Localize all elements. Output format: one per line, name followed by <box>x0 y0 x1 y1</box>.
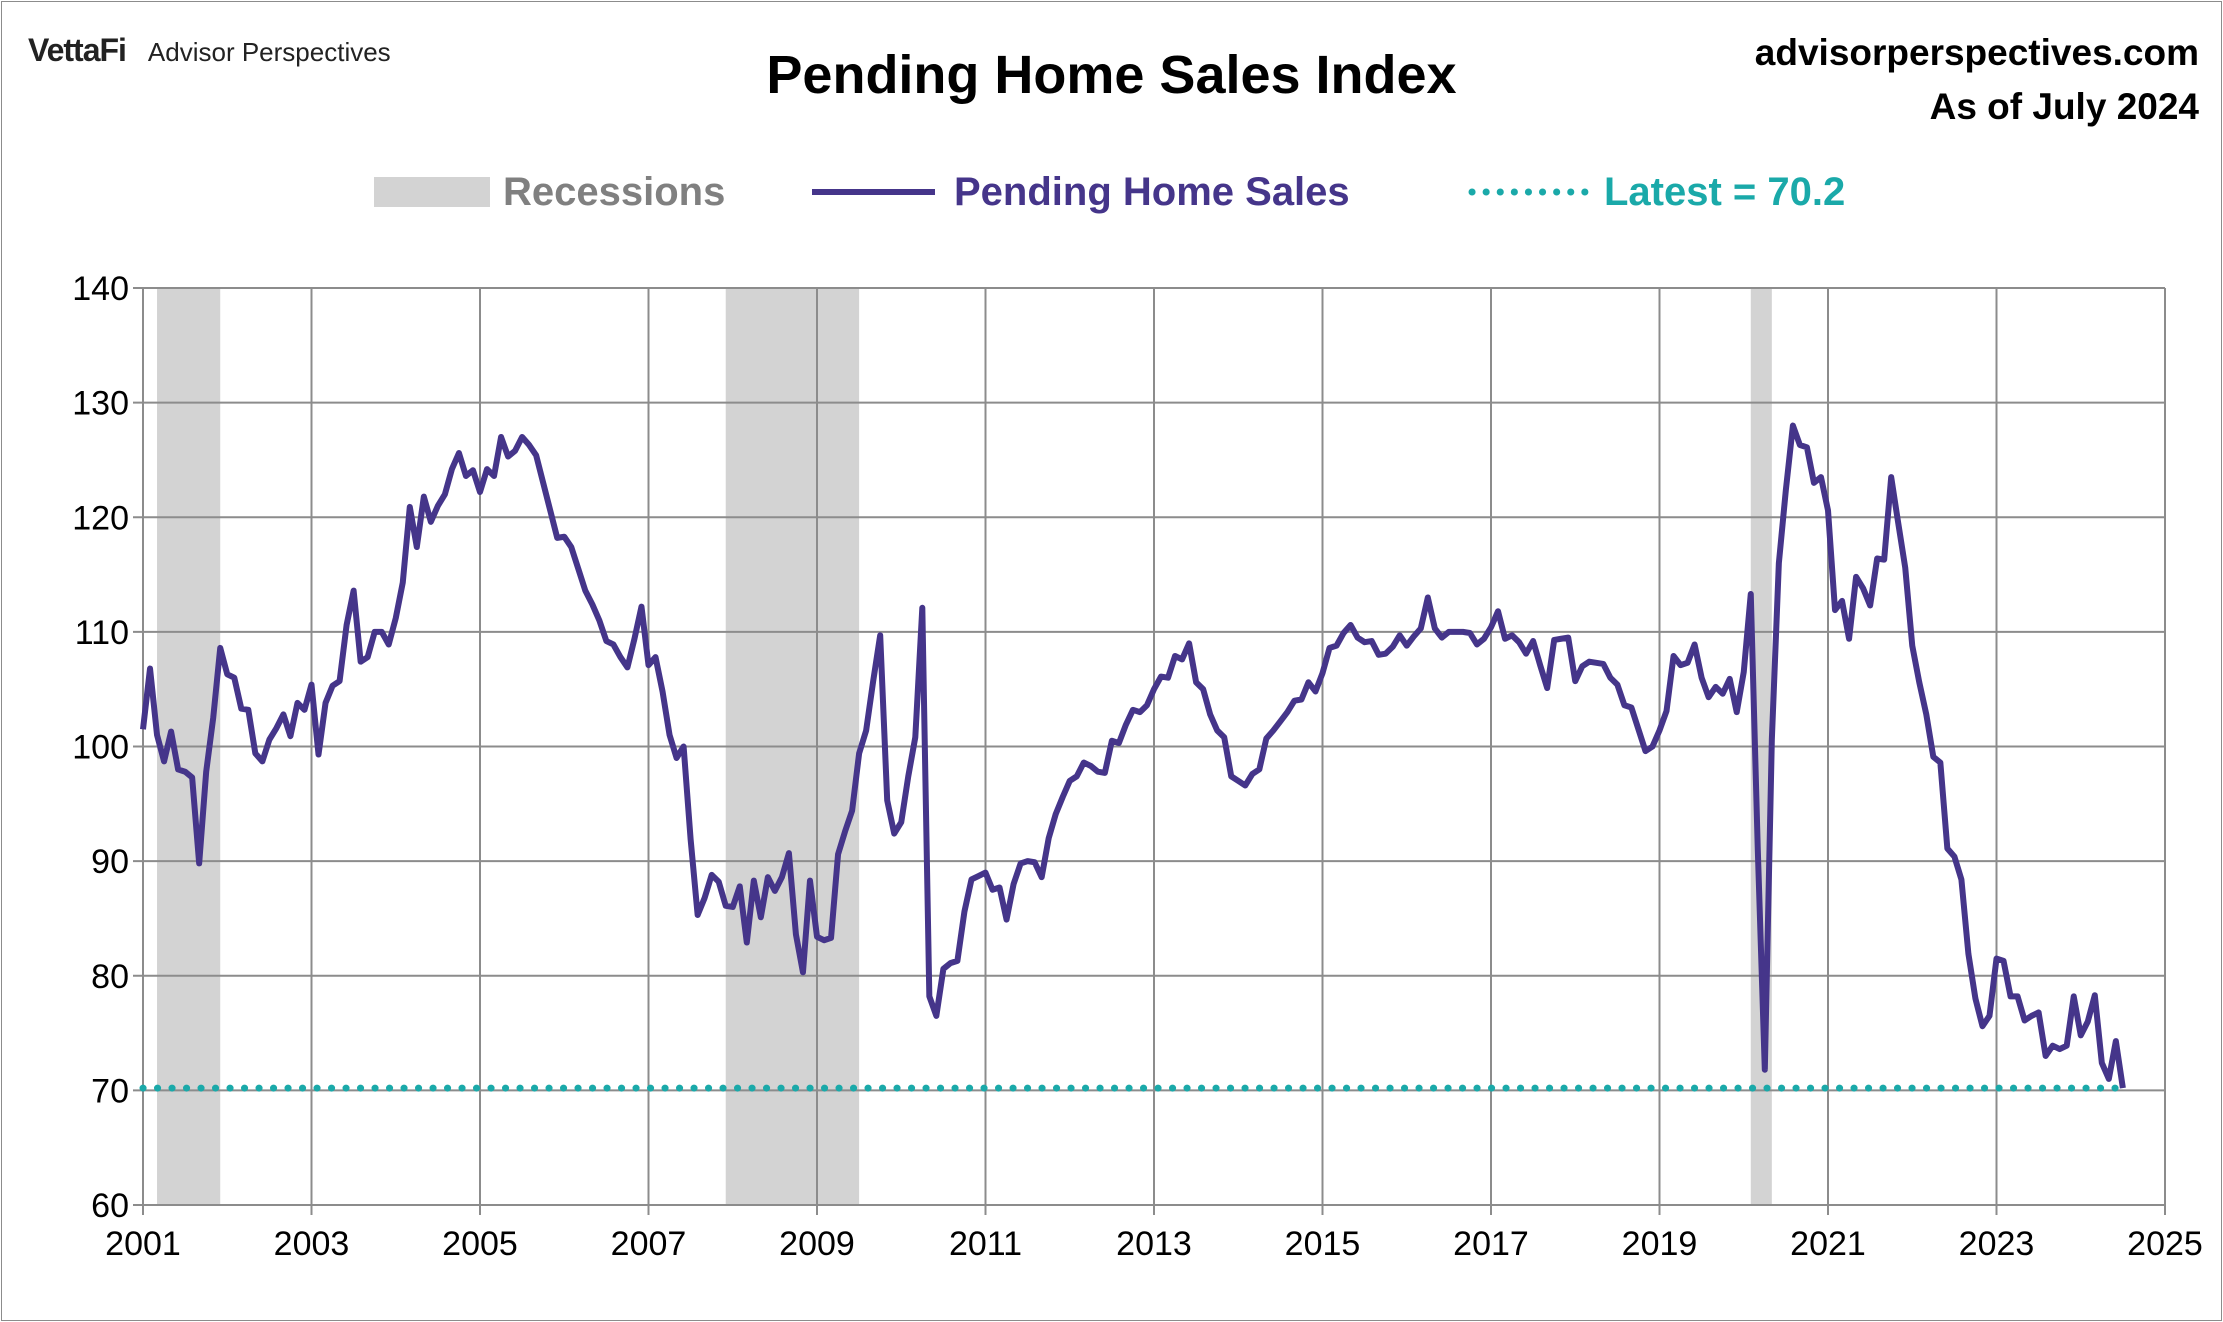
x-tick-label: 2001 <box>105 1225 181 1263</box>
logo: VettaFi Advisor Perspectives <box>28 32 391 69</box>
legend-latest: Latest = 70.2 <box>1604 170 1845 214</box>
y-tick-label: 120 <box>72 499 129 537</box>
x-tick-label: 2013 <box>1116 1225 1192 1263</box>
y-tick-label: 100 <box>72 729 129 767</box>
y-tick-label: 110 <box>75 614 129 652</box>
site-url: advisorperspectives.com <box>1754 32 2199 73</box>
y-tick-label: 70 <box>91 1072 129 1110</box>
source-block: advisorperspectives.com As of July 2024 <box>1755 26 2199 134</box>
x-tick-label: 2005 <box>442 1225 518 1263</box>
x-tick-label: 2015 <box>1285 1225 1361 1263</box>
x-tick-label: 2007 <box>611 1225 687 1263</box>
legend-recession-swatch <box>374 177 490 207</box>
gridlines <box>133 287 2166 1215</box>
legend-recessions: Recessions <box>503 170 725 214</box>
y-tick-label: 140 <box>72 270 129 308</box>
legend: Recessions Pending Home Sales Latest = 7… <box>374 170 1845 214</box>
y-tick-label: 60 <box>91 1187 129 1225</box>
x-tick-label: 2025 <box>2127 1225 2203 1263</box>
pending-home-sales-line <box>140 422 2126 1089</box>
x-tick-label: 2021 <box>1790 1225 1866 1263</box>
x-tick-label: 2011 <box>949 1225 1022 1263</box>
as-of-date: As of July 2024 <box>1929 86 2199 127</box>
logo-brand: VettaFi <box>28 32 127 68</box>
y-tick-label: 80 <box>91 958 129 996</box>
chart-title: Pending Home Sales Index <box>766 45 1457 105</box>
tick-labels: 60 70 80 90 100 110 120 130 140 2001 2003 2005 2007 2… <box>72 270 2203 1263</box>
series-line-group <box>140 422 2126 1089</box>
y-tick-label: 90 <box>91 843 129 881</box>
x-tick-label: 2023 <box>1959 1225 2035 1263</box>
x-tick-label: 2019 <box>1622 1225 1698 1263</box>
legend-pending-home-sales: Pending Home Sales <box>954 170 1350 214</box>
x-tick-label: 2017 <box>1453 1225 1529 1263</box>
x-tick-label: 2009 <box>779 1225 855 1263</box>
y-tick-label: 130 <box>72 385 129 423</box>
logo-sub: Advisor Perspectives <box>147 37 391 67</box>
x-tick-label: 2003 <box>274 1225 350 1263</box>
